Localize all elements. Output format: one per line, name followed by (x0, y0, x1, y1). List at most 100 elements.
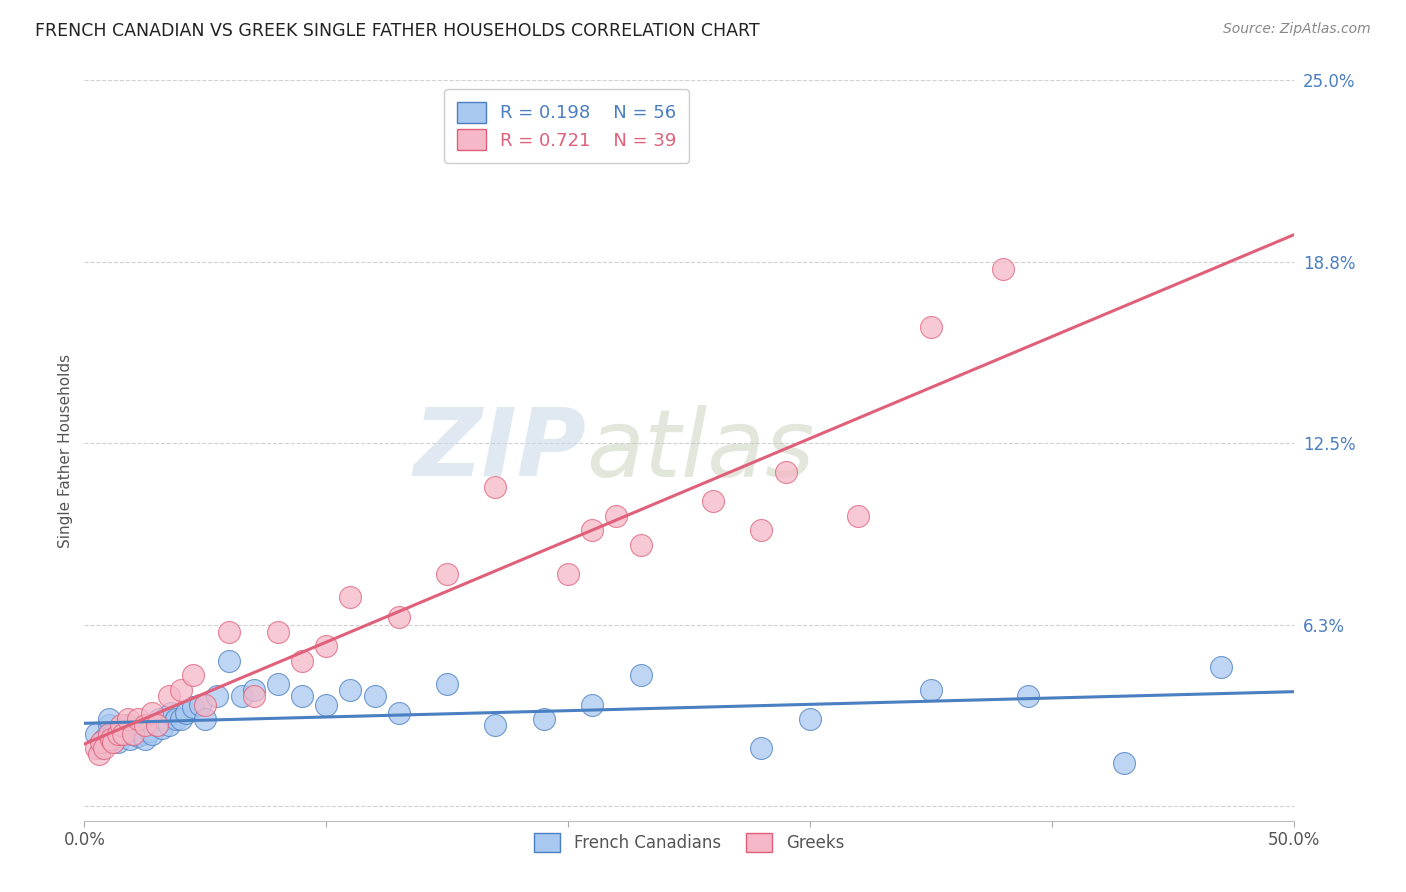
Text: FRENCH CANADIAN VS GREEK SINGLE FATHER HOUSEHOLDS CORRELATION CHART: FRENCH CANADIAN VS GREEK SINGLE FATHER H… (35, 22, 759, 40)
Point (315, 640, 337, 654)
Point (207, 689, 229, 703)
Point (993, 262, 1015, 277)
Point (94, 735, 117, 749)
Point (557, 566, 579, 581)
Point (1209, 659, 1232, 673)
Point (363, 689, 385, 703)
Point (129, 723, 152, 738)
Point (90, 735, 112, 749)
Point (157, 689, 180, 703)
Point (93, 741, 115, 756)
Point (103, 735, 125, 749)
Point (124, 721, 146, 735)
Point (148, 712, 170, 726)
Legend: French Canadians, Greeks: French Canadians, Greeks (526, 824, 852, 861)
Point (170, 712, 193, 726)
Point (120, 732, 142, 747)
Point (267, 624, 290, 639)
Point (484, 480, 506, 494)
Point (97, 718, 120, 732)
Point (581, 524, 603, 538)
Point (107, 735, 129, 749)
Point (630, 538, 652, 552)
Point (121, 726, 143, 740)
Point (110, 718, 132, 732)
Point (136, 718, 159, 732)
Point (775, 465, 797, 479)
Point (107, 726, 129, 740)
Point (127, 730, 149, 744)
Point (267, 677, 290, 691)
Text: atlas: atlas (586, 405, 814, 496)
Point (920, 683, 942, 698)
Point (134, 732, 156, 747)
Text: Source: ZipAtlas.com: Source: ZipAtlas.com (1223, 22, 1371, 37)
Point (174, 706, 197, 721)
Point (117, 712, 139, 726)
Point (630, 668, 652, 682)
Point (90, 741, 112, 756)
Point (117, 718, 139, 732)
Point (218, 624, 240, 639)
Point (97, 712, 120, 726)
Point (315, 698, 337, 712)
Point (112, 726, 135, 740)
Point (339, 683, 361, 698)
Point (846, 508, 869, 523)
Point (121, 726, 143, 740)
Point (160, 706, 183, 721)
Point (138, 723, 160, 738)
Point (134, 718, 156, 732)
Point (86, 726, 108, 740)
Text: ZIP: ZIP (413, 404, 586, 497)
Point (86, 741, 108, 756)
Point (131, 726, 153, 740)
Point (920, 320, 942, 334)
Point (150, 721, 173, 735)
Point (157, 718, 180, 732)
Point (97, 726, 120, 740)
Point (581, 698, 603, 712)
Point (194, 712, 217, 726)
Point (146, 718, 169, 732)
Point (127, 712, 149, 726)
Point (799, 712, 821, 726)
Point (87, 747, 110, 761)
Point (533, 712, 555, 726)
Point (388, 610, 411, 624)
Point (114, 721, 136, 735)
Point (436, 566, 458, 581)
Point (751, 524, 773, 538)
Point (181, 700, 204, 714)
Point (153, 712, 176, 726)
Point (103, 726, 125, 740)
Point (112, 726, 135, 740)
Point (751, 741, 773, 756)
Point (110, 723, 132, 738)
Point (218, 654, 240, 668)
Point (181, 668, 204, 682)
Point (242, 689, 264, 703)
Point (141, 726, 163, 740)
Point (141, 706, 163, 721)
Point (605, 508, 627, 523)
Point (1017, 689, 1039, 703)
Point (165, 712, 187, 726)
Point (291, 654, 314, 668)
Point (388, 706, 411, 721)
Y-axis label: Single Father Households: Single Father Households (58, 353, 73, 548)
Point (146, 718, 169, 732)
Point (1114, 756, 1136, 770)
Point (190, 698, 212, 712)
Point (93, 732, 115, 747)
Point (436, 677, 458, 691)
Point (702, 494, 724, 508)
Point (104, 732, 127, 747)
Point (231, 689, 253, 703)
Point (339, 590, 361, 604)
Point (291, 689, 314, 703)
Point (194, 698, 217, 712)
Point (242, 683, 264, 698)
Point (484, 718, 506, 732)
Point (100, 732, 122, 747)
